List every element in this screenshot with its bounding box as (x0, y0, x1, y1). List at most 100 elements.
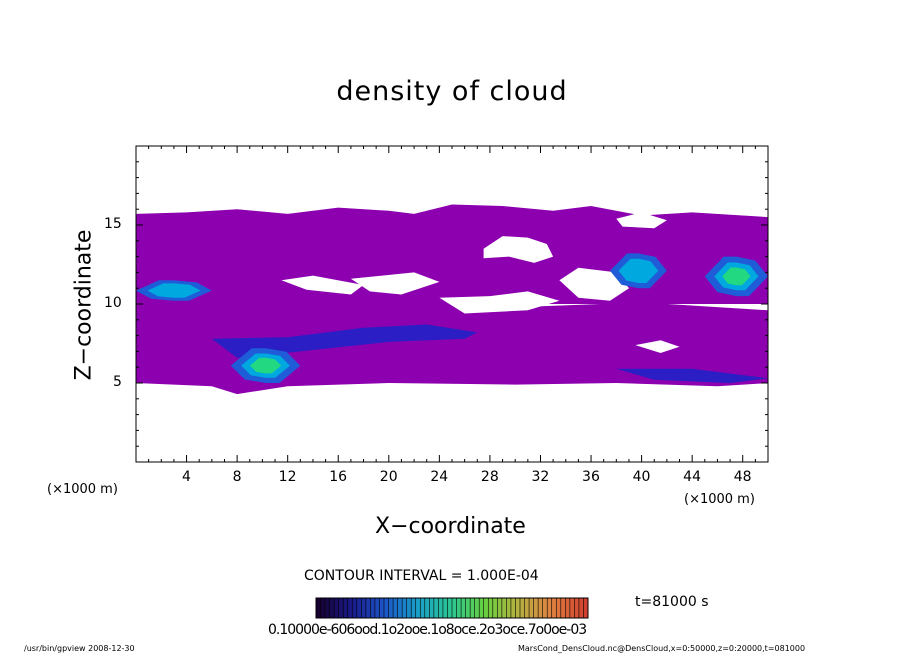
axis-ticks (136, 146, 768, 462)
colorbar-cell (474, 598, 480, 618)
colorbar-cell (356, 598, 362, 618)
colorbar-cell (402, 598, 407, 618)
colorbar-cell (578, 598, 584, 618)
colorbar-cell (316, 598, 321, 618)
colorbar-cell (352, 598, 358, 618)
colorbar-cell (456, 598, 462, 618)
x-tick-label: 12 (278, 469, 297, 485)
cloud-gap (559, 267, 629, 301)
colorbar-cell (574, 598, 580, 618)
colorbar-cell (384, 598, 389, 618)
colorbar-cell (483, 598, 489, 618)
colorbar-cell (569, 598, 575, 618)
colorbar-cell (515, 598, 521, 618)
x-unit-label-left: (×1000 m) (47, 482, 118, 497)
colorbar-cell (343, 598, 349, 618)
x-tick-label: 28 (480, 469, 499, 485)
colorbar-cell (501, 598, 507, 618)
dense-region-peak (249, 357, 282, 374)
colorbar-cell (560, 598, 566, 618)
x-tick-label: 44 (683, 469, 701, 485)
x-tick-label: 40 (632, 469, 651, 485)
cloud-band-upper (136, 204, 768, 304)
colorbar-cell (447, 598, 453, 618)
colorbar-cell (420, 598, 426, 618)
colorbar-cell (429, 598, 435, 618)
x-tick-label: 4 (182, 469, 191, 485)
cloud-blue-band (211, 324, 478, 358)
colorbar-cell (461, 598, 466, 618)
x-unit-label-right: (×1000 m) (684, 492, 755, 507)
colorbar-cell (411, 598, 417, 618)
x-tick-label: 16 (329, 469, 348, 485)
colorbar-cell (347, 598, 353, 618)
x-tick-label: 8 (232, 469, 242, 485)
colorbar-cell (334, 598, 339, 618)
colorbar (315, 597, 589, 619)
colorbar-cell (538, 598, 543, 618)
colorbar-cell (465, 598, 471, 618)
colorbar-cell (556, 598, 562, 618)
cloud-gap (350, 272, 440, 295)
cloud-gap (281, 275, 364, 295)
colorbar-cell (520, 598, 525, 618)
colorbar-tick-labels: 0.10000e-606ood.1o2ooe.1o8oce.2o3oce.7o0… (268, 622, 587, 638)
colorbar-cell (406, 598, 412, 618)
colorbar-cell (393, 598, 398, 618)
footer-file-info: MarsCond_DensCloud.nc@DensCloud,x=0:5000… (518, 644, 806, 653)
colorbar-cell (529, 598, 534, 618)
colorbar-cell (397, 598, 403, 618)
colorbar-cell (433, 598, 439, 618)
colorbar-cell (442, 598, 448, 618)
cloud-gap (616, 212, 667, 229)
colorbar-cell (524, 598, 530, 618)
y-tick-label: 15 (104, 216, 122, 232)
colorbar-cell (565, 598, 571, 618)
colorbar-cell (547, 598, 553, 618)
contour-interval-label: CONTOUR INTERVAL = 1.000E-04 (304, 568, 539, 584)
y-tick-label: 10 (104, 295, 122, 311)
x-tick-label: 24 (430, 469, 449, 485)
cloud-blue-band (616, 368, 768, 383)
colorbar-cell (492, 598, 498, 618)
x-tick-label: 48 (733, 469, 752, 485)
colorbar-cell (510, 598, 516, 618)
colorbar-cell (365, 598, 371, 618)
colorbar-cell (488, 598, 494, 618)
chart-title: density of cloud (336, 76, 568, 107)
colorbar-cell (320, 598, 326, 618)
cloud-gap (635, 340, 680, 353)
colorbar-cell (325, 598, 330, 618)
colorbar-cell (370, 598, 376, 618)
colorbar-cell (470, 598, 475, 618)
colorbar-frame (315, 597, 589, 619)
dense-region-peak (722, 267, 751, 286)
time-label: t=81000 s (635, 594, 709, 610)
colorbar-cell (533, 598, 539, 618)
x-axis-label: X−coordinate (375, 514, 526, 539)
colorbar-cell (479, 598, 485, 618)
colorbar-cell (438, 598, 444, 618)
colorbar-cell (551, 598, 557, 618)
colorbar-cell (424, 598, 430, 618)
x-tick-label: 20 (379, 469, 398, 485)
colorbar-cell (338, 598, 344, 618)
y-axis-label: Z−coordinate (71, 229, 97, 381)
colorbar-cell (452, 598, 457, 618)
colorbar-cell (415, 598, 421, 618)
cloud-field (136, 204, 768, 395)
y-tick-label: 5 (113, 374, 122, 390)
cloud-gap (439, 291, 560, 314)
colorbar-cell (329, 598, 335, 618)
dense-region-core (618, 258, 659, 283)
colorbar-cell (583, 598, 589, 618)
x-tick-label: 32 (531, 469, 550, 485)
cloud-gap (483, 236, 554, 263)
colorbar-cell (379, 598, 385, 618)
colorbar-cell (374, 598, 380, 618)
footer-program-date: /usr/bin/gpview 2008-12-30 (24, 644, 135, 653)
colorbar-cell (361, 598, 367, 618)
colorbar-cell (542, 598, 548, 618)
colorbar-cell (506, 598, 512, 618)
